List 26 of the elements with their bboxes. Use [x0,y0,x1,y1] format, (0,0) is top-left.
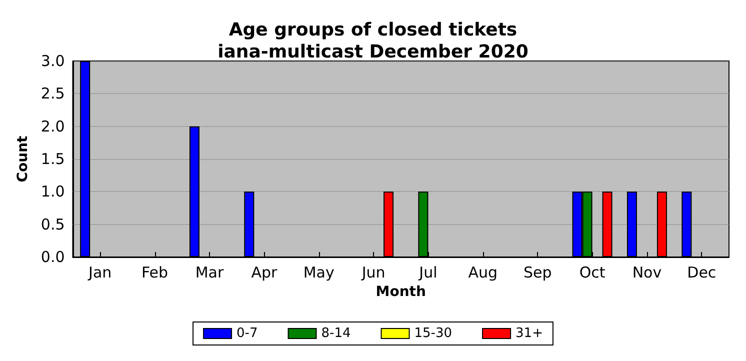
y-tick-label: 1.0 [40,182,65,201]
y-tick-label: 2.0 [40,117,65,136]
legend-label: 31+ [516,326,543,341]
x-tick-label: Mar [195,264,224,282]
x-tick-label: Jan [88,264,112,282]
legend-label: 15-30 [414,326,452,341]
chart-title: Age groups of closed tickets iana-multicast December 2020 [218,20,528,62]
x-tick-label: Aug [468,264,498,282]
y-tick-label: 0.5 [40,215,65,234]
y-tick-label: 2.5 [40,84,65,103]
y-tick-label: 1.5 [40,150,65,168]
x-tick-label: Oct [579,264,606,282]
x-tick-label: Sep [523,264,552,282]
y-tick-label: 0.0 [40,248,65,266]
legend-label: 0-7 [236,326,258,341]
y-axis-title: Count [15,135,31,182]
x-tick-label: Jun [360,264,386,282]
x-tick-label: Feb [142,264,168,282]
x-tick-label: Nov [632,264,662,282]
x-tick-label: May [303,264,334,282]
x-tick-label: Apr [251,264,278,282]
x-tick-label: Jul [418,264,438,282]
legend-label: 8-14 [321,326,351,341]
y-tick-label: 3.0 [40,52,65,70]
x-tick-label: Dec [687,264,716,282]
x-axis-title: Month [376,284,426,300]
